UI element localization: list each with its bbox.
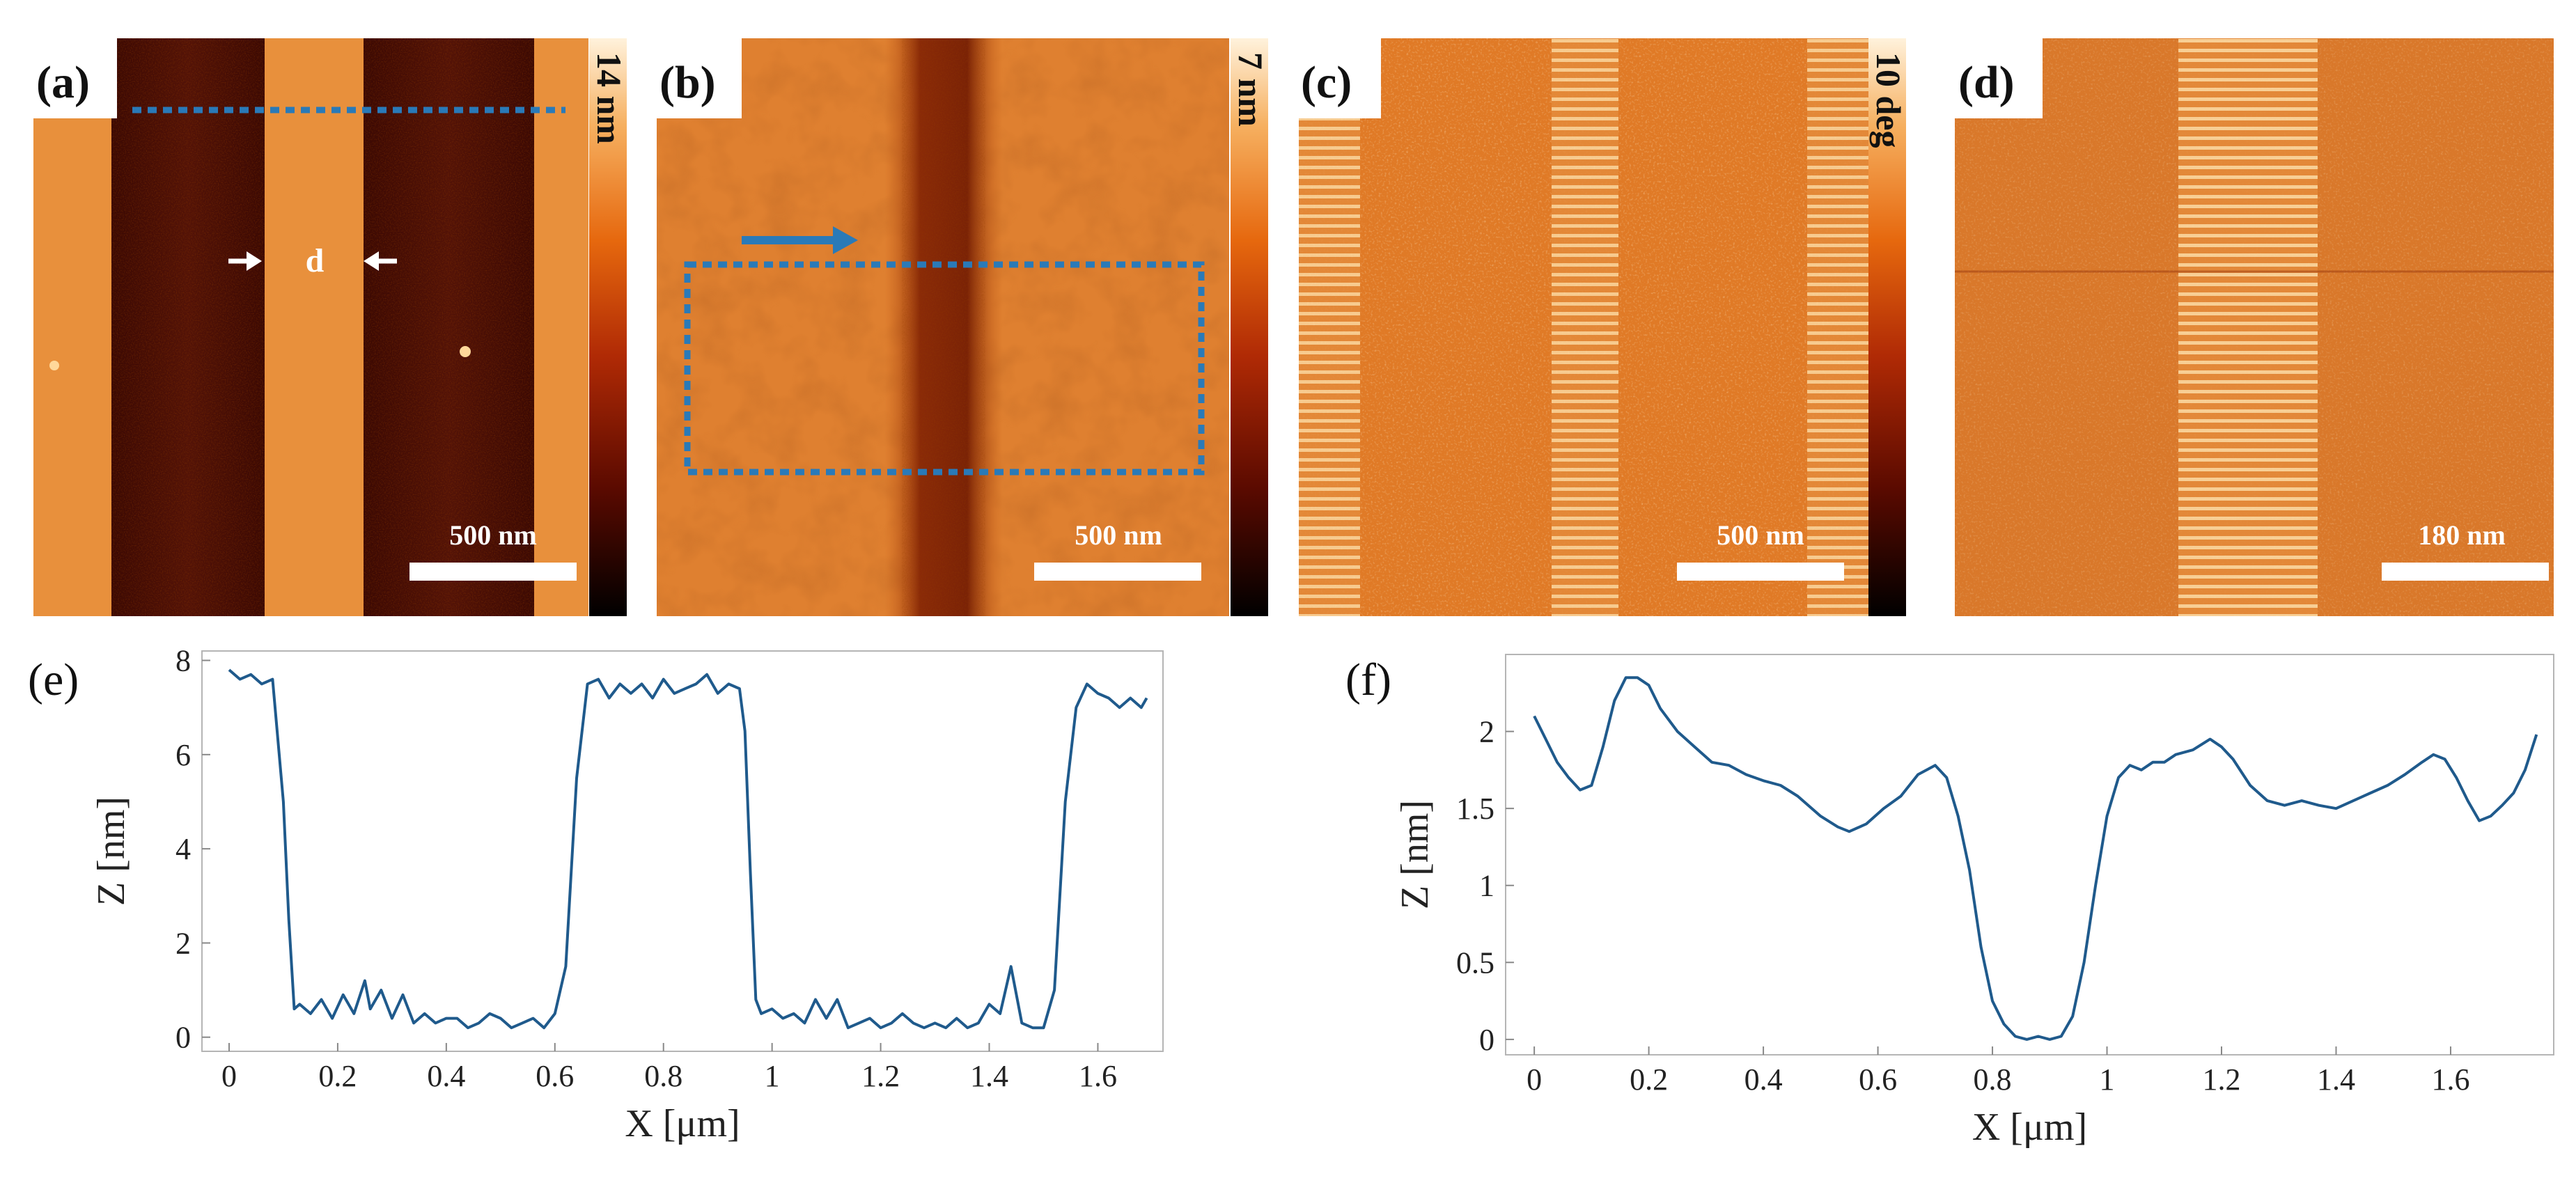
light-stripe-c1 xyxy=(1299,38,1360,616)
chart-e-x-tick-label: 0.8 xyxy=(644,1059,682,1093)
colorbar-b xyxy=(1231,38,1268,616)
chart-e-x-tick-label: 0.4 xyxy=(427,1059,465,1093)
scale-bar-label-a: 500 nm xyxy=(449,519,537,551)
panel-a: (a) d 500 nm 14 nm xyxy=(33,38,629,616)
chart-e-plot-frame xyxy=(201,650,1164,1052)
zoom-region-box xyxy=(684,261,1205,476)
chart-e-series-line xyxy=(228,668,1148,1030)
chart-e-y-tick-label: 0 xyxy=(175,1021,191,1055)
panel-b: (b) 500 nm 7 nm xyxy=(657,38,1270,616)
label-box-a xyxy=(33,38,117,118)
chart-f-y-tick-label: 2 xyxy=(1479,715,1494,749)
colorbar-label-c: 10 deg xyxy=(1869,52,1908,148)
line-chart-f: 0 0.2 0.4 0.6 0.8 1 1.2 1.4 1.6 0 0.5 1 1.5 2 X [μm] Z … xyxy=(1394,654,2554,1149)
chart-e-x-tick-label: 0 xyxy=(221,1059,237,1093)
scan-direction-arrow xyxy=(742,226,858,254)
chart-f-x-tick-label: 0.8 xyxy=(1974,1062,2012,1097)
colorbar-a xyxy=(589,38,627,616)
chart-f-y-tick-label: 1.5 xyxy=(1456,792,1494,826)
chart-f-x-tick-label: 1.4 xyxy=(2317,1062,2355,1097)
panel-c: (c) 500 nm 10 deg xyxy=(1299,38,1908,616)
chart-f-series-line xyxy=(1533,676,2538,1041)
chart-f-y-axis-label: Z [nm] xyxy=(1394,800,1437,909)
scale-bar-label-b: 500 nm xyxy=(1075,519,1162,551)
line-chart-e: 0 0.2 0.4 0.6 0.8 1 1.2 1.4 1.6 0 2 4 6 8 X [μm] Z [nm] xyxy=(90,644,1164,1145)
light-stripe-c2 xyxy=(1552,38,1618,616)
gap-label-d: d xyxy=(306,242,325,279)
panel-f: (f) 0 0.2 0.4 0.6 0.8 1 1.2 1.4 1.6 0 0.5 1 1.5 2 X [μ… xyxy=(1345,654,2554,1149)
chart-f-x-tick-label: 1.6 xyxy=(2431,1062,2469,1097)
panel-label-a: (a) xyxy=(36,57,90,108)
scale-bar-c xyxy=(1677,563,1844,581)
panel-label-b: (b) xyxy=(659,57,716,108)
light-stripe-c3 xyxy=(1807,38,1868,616)
colorbar-label-a: 14 nm xyxy=(590,52,629,144)
panel-label-e: (e) xyxy=(28,654,79,705)
panel-label-f: (f) xyxy=(1345,654,1391,705)
chart-e-y-tick-label: 8 xyxy=(175,644,191,678)
chart-f-y-tick-label: 0.5 xyxy=(1456,945,1494,980)
chart-e-y-axis-label: Z [nm] xyxy=(90,796,133,906)
chart-e-y-tick-label: 2 xyxy=(175,926,191,960)
chart-e-x-tick-label: 0.2 xyxy=(318,1059,357,1093)
scale-bar-a xyxy=(409,563,577,581)
scale-bar-label-c: 500 nm xyxy=(1717,519,1804,551)
panel-label-d: (d) xyxy=(1958,57,2015,108)
chart-f-x-tick-label: 0.4 xyxy=(1744,1062,1783,1097)
scale-bar-b xyxy=(1034,563,1201,581)
colorbar-label-b: 7 nm xyxy=(1231,52,1270,127)
chart-f-x-tick-label: 0.6 xyxy=(1859,1062,1897,1097)
label-box-b xyxy=(657,38,742,118)
scale-bar-label-d: 180 nm xyxy=(2418,519,2506,551)
chart-e-x-tick-label: 1.2 xyxy=(861,1059,900,1093)
colorbar-c xyxy=(1868,38,1906,616)
chart-f-x-tick-label: 0.2 xyxy=(1630,1062,1668,1097)
chart-f-x-axis-label: X [μm] xyxy=(1972,1106,2087,1149)
panel-d: (d) 180 nm xyxy=(1955,38,2554,616)
chart-f-plot-frame xyxy=(1505,654,2554,1055)
chart-e-x-tick-label: 1 xyxy=(765,1059,780,1093)
chart-e-y-tick-label: 4 xyxy=(175,832,191,866)
light-stripe-d xyxy=(2178,38,2318,616)
panel-e: (e) 0 0.2 0.4 0.6 0.8 1 1.2 1.4 1.6 0 2 4 6 8 X [μm] Z … xyxy=(28,644,1164,1145)
chart-f-x-tick-label: 1 xyxy=(2100,1062,2115,1097)
gap-arrows xyxy=(228,251,397,271)
chart-f-y-tick-label: 0 xyxy=(1479,1023,1494,1057)
chart-e-x-axis-label: X [μm] xyxy=(625,1102,740,1145)
panel-label-c: (c) xyxy=(1301,57,1352,108)
chart-e-y-tick-label: 6 xyxy=(175,738,191,772)
scale-bar-d xyxy=(2382,563,2549,581)
label-box-c xyxy=(1299,38,1381,118)
chart-f-x-tick-label: 1.2 xyxy=(2203,1062,2241,1097)
chart-e-x-tick-label: 1.6 xyxy=(1079,1059,1117,1093)
chart-e-x-tick-label: 0.6 xyxy=(536,1059,574,1093)
chart-f-y-tick-label: 1 xyxy=(1479,869,1494,903)
label-box-d xyxy=(1955,38,2043,118)
chart-e-x-tick-label: 1.4 xyxy=(970,1059,1008,1093)
chart-f-x-tick-label: 0 xyxy=(1527,1062,1542,1097)
